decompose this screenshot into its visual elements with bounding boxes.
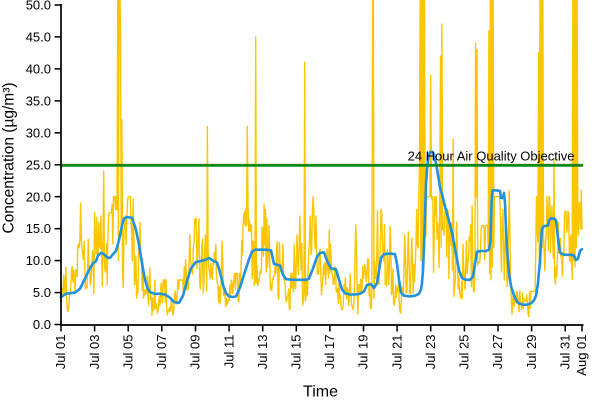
svg-text:Jul 13: Jul 13: [255, 335, 270, 370]
svg-text:25.0: 25.0: [26, 157, 51, 172]
svg-text:Jul 03: Jul 03: [87, 335, 102, 370]
svg-text:Aug 01: Aug 01: [574, 335, 589, 376]
svg-text:5.0: 5.0: [33, 285, 51, 300]
svg-text:0.0: 0.0: [33, 317, 51, 332]
svg-text:20.0: 20.0: [26, 189, 51, 204]
svg-text:Jul 25: Jul 25: [457, 335, 472, 370]
svg-text:Jul 31: Jul 31: [557, 335, 572, 370]
svg-text:Jul 01: Jul 01: [53, 335, 68, 370]
svg-text:30.0: 30.0: [26, 125, 51, 140]
svg-text:50.0: 50.0: [26, 0, 51, 13]
svg-text:Jul 17: Jul 17: [322, 335, 337, 370]
svg-text:Jul 29: Jul 29: [524, 335, 539, 370]
svg-text:45.0: 45.0: [26, 30, 51, 45]
svg-text:Jul 15: Jul 15: [289, 335, 304, 370]
svg-text:Jul 23: Jul 23: [423, 335, 438, 370]
svg-text:Concentration (µg/m³): Concentration (µg/m³): [1, 82, 18, 233]
svg-text:15.0: 15.0: [26, 221, 51, 236]
svg-text:Jul 27: Jul 27: [490, 335, 505, 370]
svg-text:Jul 21: Jul 21: [389, 335, 404, 370]
svg-text:Jul 07: Jul 07: [154, 335, 169, 370]
svg-text:Time: Time: [303, 384, 338, 400]
svg-text:Jul 09: Jul 09: [188, 335, 203, 370]
svg-text:Jul 19: Jul 19: [356, 335, 371, 370]
svg-text:35.0: 35.0: [26, 94, 51, 109]
svg-text:10.0: 10.0: [26, 253, 51, 268]
svg-text:40.0: 40.0: [26, 62, 51, 77]
svg-text:Jul 11: Jul 11: [221, 335, 236, 369]
svg-text:Jul 05: Jul 05: [120, 335, 135, 370]
svg-text:24 Hour Air Quality Objective: 24 Hour Air Quality Objective: [408, 149, 575, 164]
